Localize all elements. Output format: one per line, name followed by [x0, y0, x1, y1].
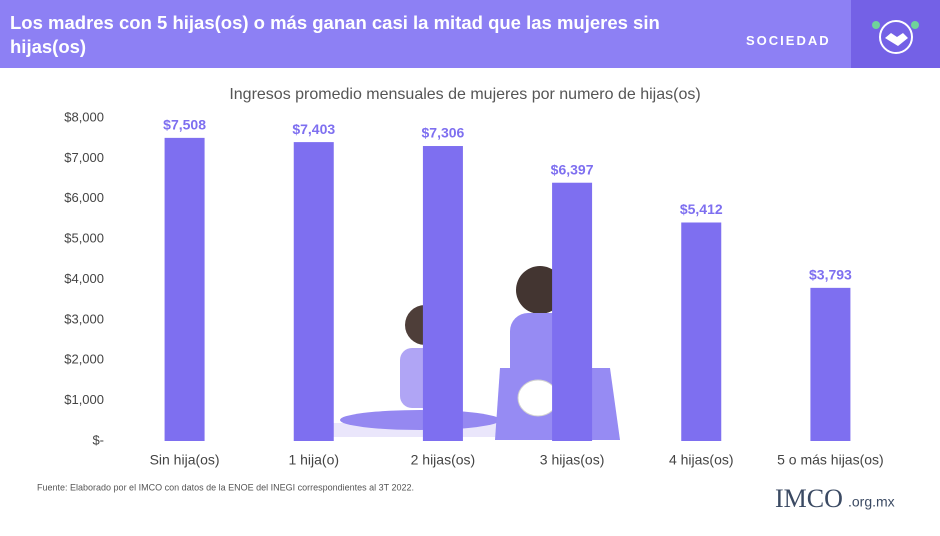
bar [422, 146, 463, 441]
value-label: $7,508 [163, 117, 206, 133]
bar [164, 137, 205, 441]
y-tick-label: $- [92, 432, 104, 447]
bar [293, 142, 334, 441]
section-label: SOCIEDAD [746, 33, 831, 48]
y-tick-label: $2,000 [64, 352, 104, 367]
y-tick-label: $3,000 [64, 311, 104, 326]
chart-title: Ingresos promedio mensuales de mujeres p… [229, 86, 700, 103]
y-tick-label: $7,000 [64, 150, 104, 165]
chart: Ingresos promedio mensuales de mujeres p… [37, 86, 895, 513]
y-tick-label: $8,000 [64, 109, 104, 124]
bar [681, 222, 722, 441]
x-tick-label: Sin hija(os) [150, 452, 220, 468]
logo: IMCO [775, 484, 843, 513]
x-tick-label: 1 hija(o) [288, 452, 339, 468]
header-bar: Los madres con 5 hijas(os) o más ganan c… [0, 0, 940, 68]
value-label: $6,397 [551, 161, 594, 177]
value-label: $5,412 [680, 201, 723, 217]
value-label: $7,306 [422, 125, 465, 141]
x-tick-label: 2 hijas(os) [411, 452, 476, 468]
y-tick-label: $6,000 [64, 190, 104, 205]
logo-domain: .org.mx [848, 494, 895, 510]
y-tick-label: $5,000 [64, 231, 104, 246]
source: Fuente: Elaborado por el IMCO con datos … [37, 482, 414, 492]
section-icon [851, 0, 940, 68]
bar [552, 182, 593, 441]
bar [810, 287, 851, 441]
y-tick-label: $1,000 [64, 392, 104, 407]
icon [872, 20, 919, 54]
y-tick-label: $4,000 [64, 271, 104, 286]
value-label: $3,793 [809, 267, 852, 283]
x-tick-label: 3 hijas(os) [540, 452, 605, 468]
header-title: Los madres con 5 hijas(os) o más ganan c… [10, 12, 660, 57]
value-label: $7,403 [292, 121, 335, 137]
x-tick-label: 5 o más hijas(os) [777, 452, 884, 468]
x-tick-label: 4 hijas(os) [669, 452, 734, 468]
